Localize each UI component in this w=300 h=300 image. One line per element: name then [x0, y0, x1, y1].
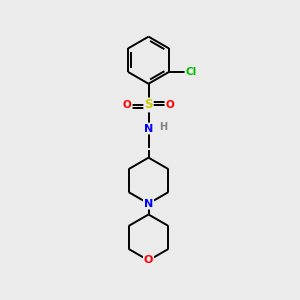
Text: N: N	[144, 124, 153, 134]
Text: O: O	[144, 255, 153, 266]
Text: O: O	[123, 100, 132, 110]
Text: H: H	[159, 122, 167, 132]
Text: Cl: Cl	[185, 67, 197, 77]
Text: N: N	[144, 199, 153, 208]
Text: O: O	[165, 100, 174, 110]
Text: S: S	[144, 98, 153, 111]
